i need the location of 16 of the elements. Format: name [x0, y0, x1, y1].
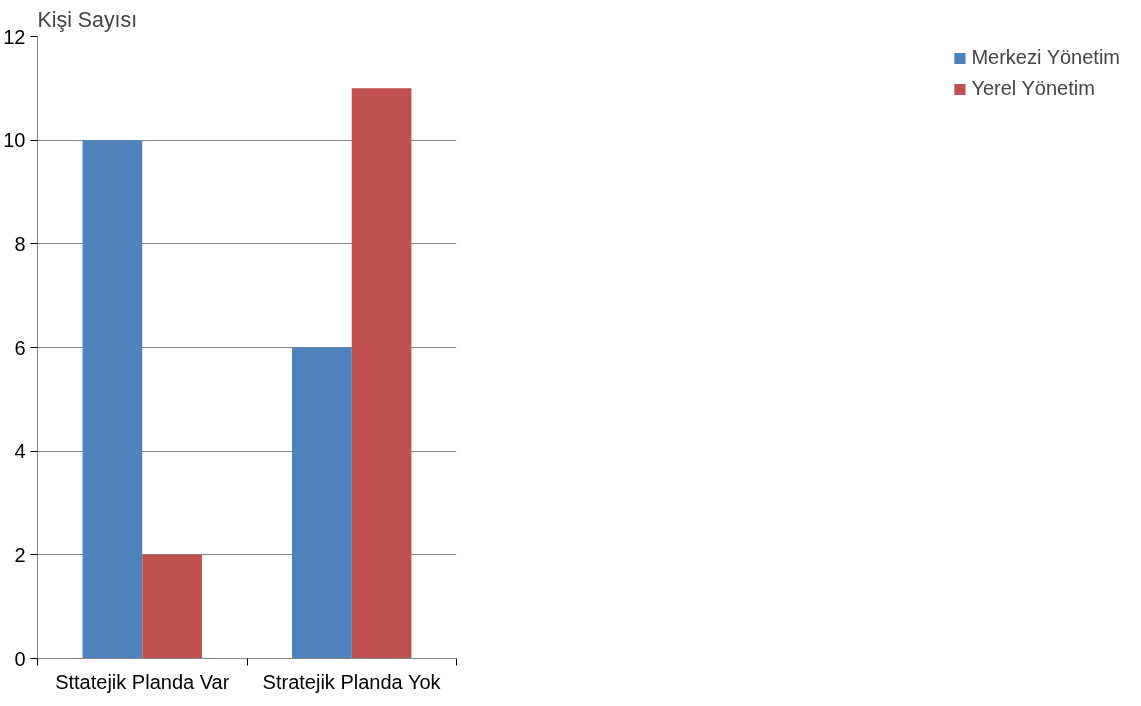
y-tick-label: 12 [3, 25, 26, 48]
y-axis-title: Kişi Sayısı [37, 7, 138, 32]
y-tick-label: 2 [14, 543, 26, 566]
legend-label: Yerel Yönetim [971, 77, 1095, 100]
y-tick-label: 6 [14, 336, 26, 359]
bar [351, 88, 412, 659]
y-tick-label: 4 [14, 440, 26, 463]
legend-label: Merkezi Yönetim [971, 46, 1120, 69]
x-tick-label: Stratejik Planda Yok [262, 670, 442, 693]
bar [292, 347, 352, 659]
y-tick-label: 8 [14, 232, 26, 255]
bar [142, 554, 202, 659]
x-tick-label: Sttatejik Planda Var [55, 670, 230, 693]
y-tick-label: 0 [14, 647, 26, 670]
bar [82, 140, 143, 659]
y-tick-label: 10 [3, 129, 26, 152]
